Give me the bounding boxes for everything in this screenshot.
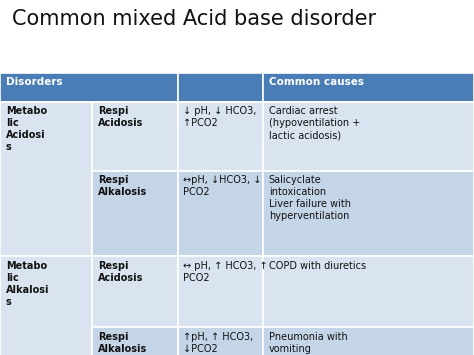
Text: Respi
Alkalosis: Respi Alkalosis — [98, 175, 147, 197]
Bar — [92, 256, 178, 327]
Bar — [178, 102, 263, 171]
Text: Respi
Acidosis: Respi Acidosis — [98, 261, 144, 283]
Bar — [263, 171, 474, 256]
Text: COPD with diuretics: COPD with diuretics — [269, 261, 366, 271]
Bar — [92, 102, 178, 171]
Text: Pneumonia with
vomiting: Pneumonia with vomiting — [269, 332, 347, 354]
Text: Salicyclate
intoxication
Liver failure with
hyperventilation: Salicyclate intoxication Liver failure w… — [269, 175, 351, 222]
Text: Cardiac arrest
(hypoventilation +
lactic acidosis): Cardiac arrest (hypoventilation + lactic… — [269, 106, 360, 140]
Text: ↔ pH, ↑ HCO3, ↑
PCO2: ↔ pH, ↑ HCO3, ↑ PCO2 — [183, 261, 268, 283]
Bar — [92, 327, 178, 355]
Bar — [178, 256, 263, 327]
Bar — [178, 73, 263, 102]
Text: Metabo
lic
Alkalosi
s: Metabo lic Alkalosi s — [6, 261, 49, 307]
Text: Disorders: Disorders — [6, 77, 62, 87]
Bar — [0, 256, 92, 355]
Bar — [178, 327, 263, 355]
Text: ↔pH, ↓HCO3, ↓
PCO2: ↔pH, ↓HCO3, ↓ PCO2 — [183, 175, 262, 197]
Text: Metabo
lic
Acidosi
s: Metabo lic Acidosi s — [6, 106, 47, 152]
Bar — [263, 102, 474, 171]
Text: Common mixed Acid base disorder: Common mixed Acid base disorder — [12, 9, 376, 29]
Bar — [263, 327, 474, 355]
Bar — [92, 171, 178, 256]
Text: ↑pH, ↑ HCO3,
↓PCO2: ↑pH, ↑ HCO3, ↓PCO2 — [183, 332, 254, 354]
Text: ↓ pH, ↓ HCO3,
↑PCO2: ↓ pH, ↓ HCO3, ↑PCO2 — [183, 106, 257, 128]
Bar — [178, 171, 263, 256]
Bar — [0, 73, 178, 102]
Text: Respi
Alkalosis: Respi Alkalosis — [98, 332, 147, 354]
Bar — [263, 73, 474, 102]
Text: Common causes: Common causes — [269, 77, 364, 87]
Bar — [263, 256, 474, 327]
Text: Respi
Acidosis: Respi Acidosis — [98, 106, 144, 128]
Bar — [0, 102, 92, 256]
